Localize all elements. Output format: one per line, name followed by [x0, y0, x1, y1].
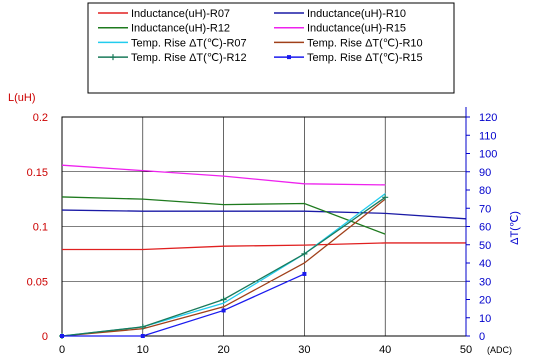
data-point: [139, 323, 146, 330]
x-axis-label: (ADC): [487, 345, 512, 355]
right-axis-ticks: 0 10 20 30 40 50 60 70 80 90 100 110 120: [466, 112, 497, 343]
series-line-5: [61, 198, 386, 337]
legend-label: Temp. Rise ΔT(℃)-R15: [307, 52, 423, 64]
data-point: [301, 250, 308, 257]
right-tick-label: 50: [479, 240, 491, 252]
left-tick-label: 0.15: [27, 167, 48, 179]
right-tick-label: 90: [479, 167, 491, 179]
x-tick-label: 50: [460, 344, 472, 356]
right-tick-label: 100: [479, 149, 497, 161]
right-tick-label: 30: [479, 276, 491, 288]
data-point: [382, 194, 389, 201]
series-line-3: [61, 164, 386, 186]
series-layer: [59, 164, 467, 339]
series-line-0: [62, 242, 466, 251]
left-tick-label: 0.1: [33, 222, 48, 234]
x-tick-label: 30: [298, 344, 310, 356]
data-point: [302, 271, 307, 276]
grid-lines: [61, 116, 467, 337]
series-line-2: [61, 196, 386, 235]
right-tick-label: 70: [479, 203, 491, 215]
right-tick-label: 10: [479, 313, 491, 325]
right-tick-label: 40: [479, 258, 491, 270]
series-line-1: [61, 209, 467, 220]
legend-label: Inductance(uH)-R15: [307, 23, 406, 35]
right-tick-label: 60: [479, 222, 491, 234]
left-axis-ticks: 0 0.05 0.1 0.15 0.2: [27, 112, 48, 343]
left-tick-label: 0.2: [33, 112, 48, 124]
left-axis-label: L(uH): [8, 92, 36, 104]
right-tick-label: 110: [479, 130, 497, 142]
left-tick-label: 0.05: [27, 276, 48, 288]
data-point: [140, 334, 145, 338]
legend-label: Temp. Rise ΔT(℃)-R07: [131, 37, 247, 49]
right-tick-label: 0: [479, 331, 485, 343]
legend-label: Temp. Rise ΔT(℃)-R10: [307, 37, 423, 49]
x-tick-label: 10: [137, 344, 149, 356]
data-point: [220, 296, 227, 303]
legend-label: Temp. Rise ΔT(℃)-R12: [131, 52, 247, 64]
left-tick-label: 0: [42, 331, 48, 343]
legend: Inductance(uH)-R07 Inductance(uH)-R10 Indu…: [87, 2, 455, 94]
series-line-7: [62, 273, 305, 337]
legend-label: Inductance(uH)-R07: [131, 8, 230, 20]
legend-marker: [110, 54, 116, 61]
legend-label: Inductance(uH)-R10: [307, 8, 406, 20]
data-point: [60, 334, 64, 338]
right-tick-label: 20: [479, 295, 491, 307]
x-tick-label: 20: [217, 344, 229, 356]
legend-label: Inductance(uH)-R12: [131, 23, 230, 35]
x-axis-ticks: 0 10 20 30 40 50: [59, 344, 472, 356]
x-tick-label: 0: [59, 344, 65, 356]
right-tick-label: 80: [479, 185, 491, 197]
data-point: [221, 308, 226, 313]
x-tick-label: 40: [379, 344, 391, 356]
right-tick-label: 120: [479, 112, 497, 124]
right-axis-label: ΔT(℃): [509, 211, 521, 245]
legend-box: [87, 2, 455, 94]
legend-marker: [287, 55, 291, 60]
